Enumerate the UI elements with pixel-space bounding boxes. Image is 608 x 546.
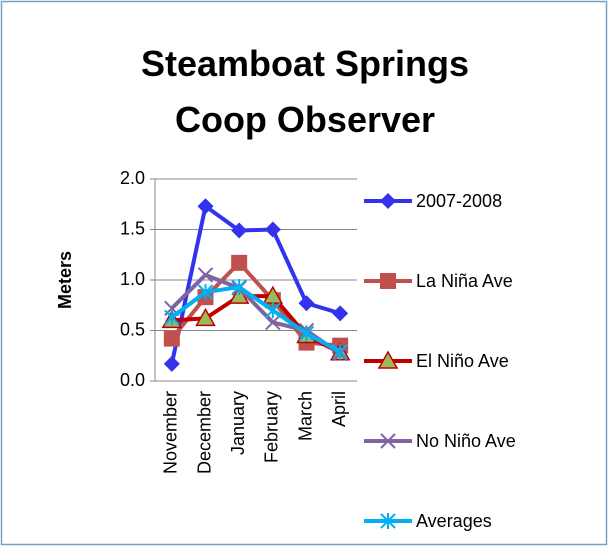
y-tick-label: 0.5 (120, 319, 145, 339)
legend-label: 2007-2008 (416, 191, 503, 211)
x-tick-label: November (161, 391, 181, 474)
marker (164, 309, 180, 326)
legend-label: El Niño Ave (416, 351, 509, 371)
legend-label: Averages (416, 511, 492, 531)
marker (197, 267, 214, 283)
x-tick-label: December (194, 391, 214, 474)
x-tick-label: February (262, 391, 282, 463)
marker (298, 295, 315, 312)
marker (380, 513, 396, 529)
marker (231, 254, 248, 271)
y-axis-label: Meters (55, 251, 75, 309)
y-tick-label: 1.0 (120, 269, 145, 289)
chart-title: Steamboat Springs Coop Observer (140, 43, 470, 140)
x-tick-label: January (228, 391, 248, 455)
marker (380, 273, 396, 289)
marker (264, 221, 281, 238)
x-tick-label: March (295, 391, 315, 441)
marker (377, 350, 399, 369)
marker (231, 279, 247, 296)
x-tick-label: April (329, 391, 349, 427)
marker (265, 314, 281, 331)
marker (332, 343, 348, 360)
y-tick-label: 1.5 (120, 218, 145, 238)
marker (195, 307, 216, 327)
marker (231, 222, 248, 239)
marker (197, 284, 214, 301)
y-tick-label: 2.0 (120, 168, 145, 188)
marker (380, 433, 396, 449)
marker (298, 325, 315, 342)
legend-label: No Niño Ave (416, 431, 516, 451)
marker (332, 305, 349, 322)
y-tick-label: 0.0 (120, 370, 145, 390)
marker (380, 193, 396, 209)
marker (265, 302, 281, 319)
legend-label: La Niña Ave (416, 271, 513, 291)
marker (163, 330, 180, 347)
marker (163, 355, 180, 372)
marker (197, 198, 214, 215)
